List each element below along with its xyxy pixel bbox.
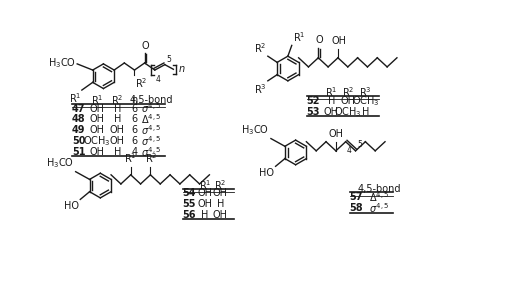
Text: OH: OH [110, 125, 125, 135]
Text: 51: 51 [72, 147, 85, 157]
Text: O: O [315, 35, 323, 45]
Text: n: n [179, 64, 185, 74]
Text: OH: OH [197, 188, 213, 198]
Text: OCH$_3$: OCH$_3$ [351, 94, 379, 108]
Text: 57: 57 [349, 192, 363, 202]
Text: R$^2$: R$^2$ [135, 76, 147, 90]
Text: H$_3$CO: H$_3$CO [46, 156, 74, 170]
Text: 56: 56 [183, 210, 196, 220]
Text: R$^1$: R$^1$ [198, 178, 211, 192]
Text: 50: 50 [72, 136, 85, 146]
Text: 5: 5 [357, 140, 362, 148]
Text: OH: OH [90, 114, 105, 124]
Text: OH: OH [90, 125, 105, 135]
Text: 4: 4 [156, 75, 161, 84]
Text: $\sigma^{4,5}$: $\sigma^{4,5}$ [141, 145, 162, 159]
Text: 4: 4 [346, 146, 351, 155]
Text: 55: 55 [183, 199, 196, 209]
Text: H: H [362, 106, 369, 117]
Text: 52: 52 [307, 96, 320, 106]
Text: R$^3$: R$^3$ [254, 82, 266, 96]
Text: OH: OH [90, 104, 105, 114]
Text: H$_3$CO: H$_3$CO [47, 56, 76, 70]
Text: 47: 47 [72, 104, 85, 114]
Text: OCH$_3$: OCH$_3$ [334, 105, 362, 119]
Text: H: H [114, 147, 121, 157]
Text: 53: 53 [307, 106, 320, 117]
Text: H: H [114, 104, 121, 114]
Text: 4,5-bond: 4,5-bond [358, 183, 401, 194]
Text: R$^1$: R$^1$ [292, 30, 305, 44]
Text: R$^1$: R$^1$ [91, 93, 104, 107]
Text: OH: OH [328, 129, 343, 139]
Text: 58: 58 [349, 203, 363, 213]
Text: 6: 6 [131, 125, 137, 135]
Text: OH: OH [197, 199, 213, 209]
Text: R$^2$: R$^2$ [111, 93, 124, 107]
Text: R$^3$: R$^3$ [359, 86, 372, 99]
Text: HO: HO [259, 168, 274, 178]
Text: R$^2$: R$^2$ [214, 178, 227, 192]
Text: n: n [131, 95, 137, 105]
Text: $\Delta^{4,5}$: $\Delta^{4,5}$ [369, 190, 389, 204]
Text: OH: OH [110, 136, 125, 146]
Text: OH: OH [90, 147, 105, 157]
Text: OH: OH [324, 106, 339, 117]
Text: R$^1$: R$^1$ [325, 86, 337, 99]
Text: HO: HO [64, 201, 79, 211]
Text: R$^2$: R$^2$ [145, 151, 158, 165]
Text: H: H [201, 210, 209, 220]
Text: H: H [217, 199, 224, 209]
Text: H: H [114, 114, 121, 124]
Text: 4,5-bond: 4,5-bond [130, 95, 173, 105]
Text: OH: OH [331, 36, 346, 46]
Text: H: H [328, 96, 335, 106]
Text: 6: 6 [131, 114, 137, 124]
Text: O: O [141, 41, 149, 51]
Text: R$^2$: R$^2$ [342, 86, 355, 99]
Text: $\Delta^{4,5}$: $\Delta^{4,5}$ [141, 112, 162, 126]
Text: 6: 6 [131, 104, 137, 114]
Text: H$_3$CO: H$_3$CO [241, 123, 269, 137]
Text: 48: 48 [72, 114, 85, 124]
Text: $\sigma^{4,5}$: $\sigma^{4,5}$ [141, 102, 162, 115]
Text: OH: OH [213, 210, 228, 220]
Text: 6: 6 [131, 136, 137, 146]
Text: OCH$_3$: OCH$_3$ [83, 134, 111, 148]
Text: OH: OH [341, 96, 356, 106]
Text: 4: 4 [131, 147, 137, 157]
Text: R$^1$: R$^1$ [69, 92, 81, 105]
Text: 49: 49 [72, 125, 85, 135]
Text: $\sigma^{4,5}$: $\sigma^{4,5}$ [369, 201, 389, 215]
Text: 54: 54 [183, 188, 196, 198]
Text: R$^2$: R$^2$ [254, 41, 266, 55]
Text: R$^1$: R$^1$ [125, 151, 137, 165]
Text: OH: OH [213, 188, 228, 198]
Text: $\sigma^{4,5}$: $\sigma^{4,5}$ [141, 123, 162, 137]
Text: 5: 5 [167, 55, 171, 64]
Text: $\sigma^{4,5}$: $\sigma^{4,5}$ [141, 134, 162, 148]
